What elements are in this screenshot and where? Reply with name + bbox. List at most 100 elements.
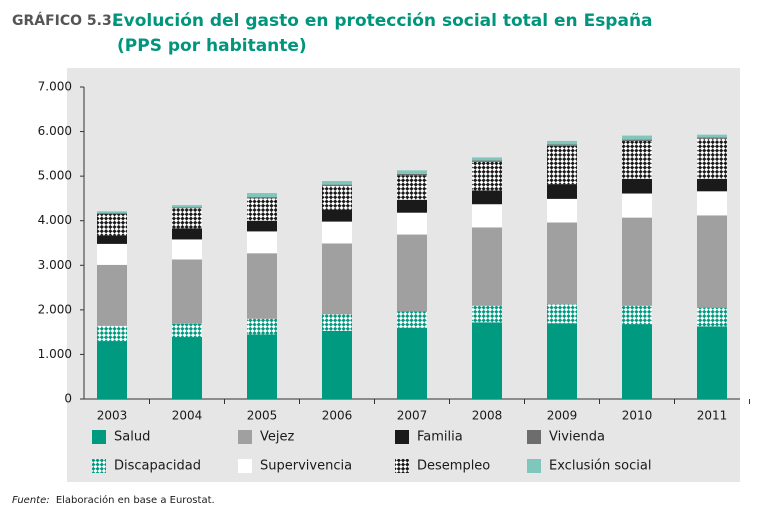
x-tick-label: 2010 bbox=[622, 409, 653, 423]
legend-swatch bbox=[92, 459, 106, 473]
bar-segment bbox=[697, 307, 727, 327]
bar-segment bbox=[97, 211, 127, 214]
y-tick-label: 2.000 bbox=[38, 302, 72, 316]
bar-segment bbox=[172, 207, 202, 209]
legend-label: Salud bbox=[114, 430, 150, 445]
legend-label: Familia bbox=[417, 430, 463, 445]
bar-segment bbox=[547, 140, 577, 145]
legend-label: Discapacidad bbox=[114, 459, 201, 474]
bar-segment bbox=[472, 157, 502, 161]
bar-segment bbox=[622, 139, 652, 141]
bar-segment bbox=[97, 264, 127, 326]
bar-segment bbox=[247, 193, 277, 198]
y-tick-label: 6.000 bbox=[38, 124, 72, 138]
legend-swatch bbox=[395, 459, 409, 473]
bar-segment bbox=[172, 208, 202, 229]
bar-segment bbox=[622, 324, 652, 399]
legend-swatch bbox=[92, 430, 106, 444]
bar-segment bbox=[697, 134, 727, 138]
y-tick-label: 3.000 bbox=[38, 258, 72, 272]
source-label: Fuente: bbox=[12, 495, 50, 506]
plot: 0 1.000 2.000 3.000 4.000 5.000 6.000 7.000 2003… bbox=[38, 80, 750, 474]
y-tick-label: 4.000 bbox=[38, 213, 72, 227]
bar-segment bbox=[547, 323, 577, 399]
legend-swatch bbox=[527, 459, 541, 473]
bar-segment bbox=[397, 199, 427, 213]
bar-segment bbox=[397, 311, 427, 328]
bar-segment bbox=[472, 161, 502, 191]
chart-label: GRÁFICO 5.3. bbox=[12, 12, 117, 29]
bar-segment bbox=[247, 198, 277, 221]
x-tick-label: 2009 bbox=[547, 409, 578, 423]
bar-segment bbox=[547, 304, 577, 324]
bar-segment bbox=[247, 318, 277, 335]
bar-segment bbox=[322, 330, 352, 399]
x-tick-label: 2006 bbox=[322, 409, 353, 423]
y-tick-label: 7.000 bbox=[38, 80, 72, 94]
bar-segment bbox=[697, 178, 727, 192]
bar-segment bbox=[622, 305, 652, 325]
bar-segment bbox=[472, 227, 502, 306]
bar-segment bbox=[547, 184, 577, 199]
legend-swatch bbox=[527, 430, 541, 444]
bar-segment bbox=[172, 239, 202, 260]
bar-segment bbox=[172, 323, 202, 338]
bar-segment bbox=[97, 235, 127, 244]
bar-segment bbox=[97, 341, 127, 399]
bar-segment bbox=[322, 185, 352, 210]
y-tick-label: 0 bbox=[64, 392, 72, 406]
legend-swatch bbox=[395, 430, 409, 444]
bar-segment bbox=[472, 322, 502, 399]
bar-segment bbox=[97, 213, 127, 215]
bar-segment bbox=[247, 253, 277, 319]
legend-label: Desempleo bbox=[417, 459, 490, 474]
legend-label: Vivienda bbox=[549, 430, 605, 445]
bar-segment bbox=[622, 178, 652, 194]
x-tick-label: 2005 bbox=[247, 409, 278, 423]
bar-segment bbox=[247, 231, 277, 254]
source-text: Elaboración en base a Eurostat. bbox=[56, 494, 215, 506]
bar-segment bbox=[622, 217, 652, 306]
bar-segment bbox=[322, 221, 352, 244]
bar-segment bbox=[397, 175, 427, 200]
bar-segment bbox=[397, 173, 427, 176]
legend-label: Supervivencia bbox=[260, 459, 352, 474]
bar-segment bbox=[322, 243, 352, 315]
bar-segment bbox=[247, 220, 277, 232]
bar-segment bbox=[322, 184, 352, 186]
bar-segment bbox=[622, 135, 652, 140]
x-tick-label: 2011 bbox=[697, 409, 728, 423]
legend-swatch bbox=[238, 459, 252, 473]
bar-segment bbox=[397, 212, 427, 235]
bar-segment bbox=[172, 228, 202, 240]
bar-segment bbox=[472, 160, 502, 162]
bar-segment bbox=[472, 190, 502, 205]
bar-segment bbox=[172, 337, 202, 399]
bar-segment bbox=[547, 144, 577, 146]
y-tick-label: 5.000 bbox=[38, 169, 72, 183]
bar-segment bbox=[97, 325, 127, 342]
x-tick-label: 2003 bbox=[97, 409, 128, 423]
bar-segment bbox=[472, 204, 502, 228]
legend-label: Vejez bbox=[260, 430, 294, 445]
bar-segment bbox=[697, 138, 727, 179]
legend-swatch bbox=[238, 430, 252, 444]
bar-segment bbox=[397, 327, 427, 399]
bar-segment bbox=[472, 305, 502, 323]
bar-segment bbox=[247, 197, 277, 199]
bar-segment bbox=[97, 243, 127, 265]
x-tick-label: 2004 bbox=[172, 409, 203, 423]
bar-segment bbox=[397, 234, 427, 312]
bar-segment bbox=[322, 209, 352, 222]
bar-segment bbox=[322, 314, 352, 331]
source: Fuente: Elaboración en base a Eurostat. bbox=[12, 494, 215, 506]
bar-segment bbox=[322, 181, 352, 185]
bar-segment bbox=[697, 137, 727, 139]
bar-segment bbox=[697, 326, 727, 399]
bar-segment bbox=[172, 259, 202, 324]
bar-segment bbox=[247, 334, 277, 399]
y-tick-label: 1.000 bbox=[38, 347, 72, 361]
bar-segment bbox=[397, 170, 427, 174]
bar-segment bbox=[547, 145, 577, 185]
bar-segment bbox=[172, 205, 202, 208]
